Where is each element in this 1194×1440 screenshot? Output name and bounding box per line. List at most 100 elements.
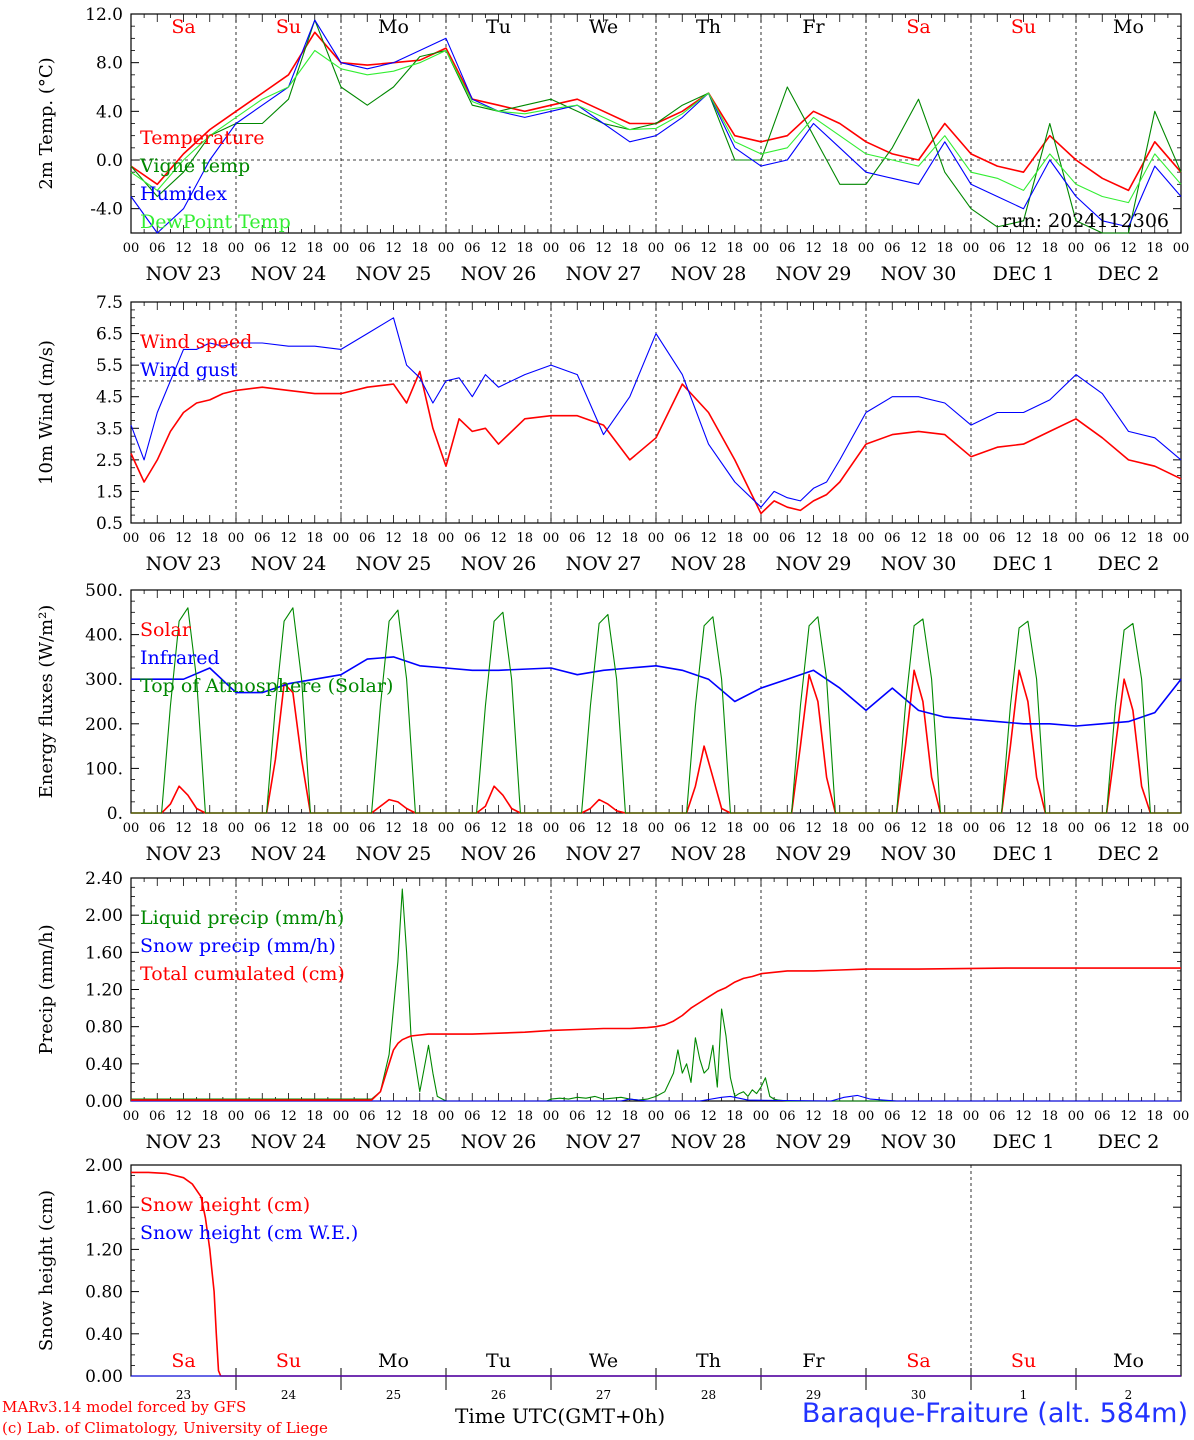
hour-tick-label: 18: [306, 821, 323, 836]
hour-tick-label: 12: [280, 241, 297, 256]
date-label: DEC 1: [993, 843, 1055, 865]
hour-tick-label: 18: [621, 241, 638, 256]
hour-tick-label: 12: [490, 1109, 507, 1124]
hour-tick-label: 00: [648, 1109, 665, 1124]
date-label: DEC 1: [993, 263, 1055, 285]
hour-tick-label: 12: [385, 531, 402, 546]
hour-tick-label: 12: [595, 241, 612, 256]
hour-tick-label: 12: [595, 531, 612, 546]
hour-tick-label: 18: [516, 821, 533, 836]
series-line-total-cumulated-cm-: [131, 967, 1181, 1101]
hour-tick-label: 06: [884, 1109, 901, 1124]
hour-tick-label: 18: [306, 1109, 323, 1124]
hour-tick-label: 06: [1094, 241, 1111, 256]
y-tick-label: 7.5: [96, 293, 123, 313]
hour-tick-label: 06: [464, 821, 481, 836]
y-axis-label: Snow height (cm): [36, 1190, 57, 1351]
series-line-top-of-atmosphere-solar-: [131, 607, 1181, 814]
hour-tick-label: 00: [1173, 1109, 1190, 1124]
hour-tick-label: 12: [280, 531, 297, 546]
hour-tick-label: 00: [753, 821, 770, 836]
y-tick-label: 5.5: [96, 356, 123, 376]
day-number-label: 30: [911, 1388, 926, 1402]
hour-tick-label: 12: [1120, 241, 1137, 256]
date-label: NOV 24: [251, 843, 327, 865]
date-label: DEC 1: [993, 1131, 1055, 1153]
y-tick-label: 300.: [85, 670, 123, 690]
date-label: NOV 27: [566, 1131, 642, 1153]
hour-tick-label: 12: [385, 241, 402, 256]
hour-tick-label: 18: [1146, 1109, 1163, 1124]
legend-entry: Wind speed: [140, 331, 252, 353]
hour-tick-label: 00: [1068, 241, 1085, 256]
legend-entry: Snow height (cm): [140, 1194, 310, 1216]
weekday-label: Mo: [378, 1350, 409, 1372]
series-line-humidex: [130, 19, 1182, 234]
hour-tick-label: 06: [149, 531, 166, 546]
model-credit: MARv3.14 model forced by GFS: [2, 1398, 247, 1416]
hour-tick-label: 00: [333, 1109, 350, 1124]
series-line-vigne-temp: [130, 19, 1182, 234]
hour-tick-label: 00: [333, 531, 350, 546]
hour-tick-label: 00: [963, 241, 980, 256]
hour-tick-label: 18: [1146, 531, 1163, 546]
hour-tick-label: 12: [490, 241, 507, 256]
weekday-label: Sa: [171, 1350, 195, 1372]
date-label: NOV 28: [671, 263, 747, 285]
legend-entry: Total cumulated (cm): [140, 963, 345, 985]
y-tick-label: 1.20: [85, 981, 123, 1001]
hour-tick-label: 18: [516, 241, 533, 256]
y-tick-label: 2.00: [85, 906, 123, 926]
hour-tick-label: 12: [175, 241, 192, 256]
date-label: NOV 23: [146, 263, 222, 285]
hour-tick-label: 12: [490, 821, 507, 836]
hour-tick-label: 18: [411, 1109, 428, 1124]
hour-tick-label: 06: [359, 531, 376, 546]
hour-tick-label: 06: [254, 821, 271, 836]
hour-tick-label: 18: [411, 241, 428, 256]
weekday-label: We: [589, 16, 618, 38]
y-tick-label: 1.5: [96, 482, 123, 502]
date-label: NOV 25: [356, 843, 432, 865]
y-tick-label: 6.5: [96, 325, 123, 345]
date-label: DEC 2: [1098, 843, 1160, 865]
hour-tick-label: 18: [831, 1109, 848, 1124]
hour-tick-label: 00: [753, 531, 770, 546]
series-line-infrared: [131, 656, 1182, 727]
weekday-label: Mo: [1113, 16, 1144, 38]
hour-tick-label: 18: [726, 531, 743, 546]
hour-tick-label: 12: [1015, 1109, 1032, 1124]
hour-tick-label: 00: [543, 241, 560, 256]
day-number-label: 29: [806, 1388, 821, 1402]
hour-tick-label: 18: [1041, 531, 1058, 546]
hour-tick-label: 00: [123, 531, 140, 546]
y-tick-label: 0.00: [85, 1367, 123, 1387]
lab-credit: (c) Lab. of Climatology, University of L…: [2, 1419, 328, 1437]
weekday-label: Sa: [906, 1350, 930, 1372]
hour-tick-label: 18: [201, 1109, 218, 1124]
legend-entry: Solar: [140, 619, 192, 641]
hour-tick-label: 00: [333, 241, 350, 256]
hour-tick-label: 00: [753, 241, 770, 256]
series-line-liquid-precip-mm-h-: [131, 888, 1181, 1102]
y-tick-label: 2.40: [85, 869, 123, 889]
day-number-label: 24: [281, 1388, 297, 1402]
run-annotation: run: 2024112306: [1002, 210, 1169, 232]
y-tick-label: 2.5: [96, 451, 123, 471]
date-label: DEC 2: [1098, 553, 1160, 575]
hour-tick-label: 12: [805, 1109, 822, 1124]
date-label: NOV 30: [881, 553, 957, 575]
hour-tick-label: 12: [595, 821, 612, 836]
hour-tick-label: 06: [359, 241, 376, 256]
date-label: NOV 23: [146, 553, 222, 575]
y-tick-label: 12.0: [85, 5, 123, 25]
hour-tick-label: 06: [674, 821, 691, 836]
weekday-label: Sa: [906, 16, 930, 38]
hour-tick-label: 00: [648, 241, 665, 256]
hour-tick-label: 12: [700, 821, 717, 836]
hour-tick-label: 06: [254, 241, 271, 256]
hour-tick-label: 00: [228, 531, 245, 546]
hour-tick-label: 06: [569, 241, 586, 256]
hour-tick-label: 06: [149, 821, 166, 836]
hour-tick-label: 18: [936, 531, 953, 546]
